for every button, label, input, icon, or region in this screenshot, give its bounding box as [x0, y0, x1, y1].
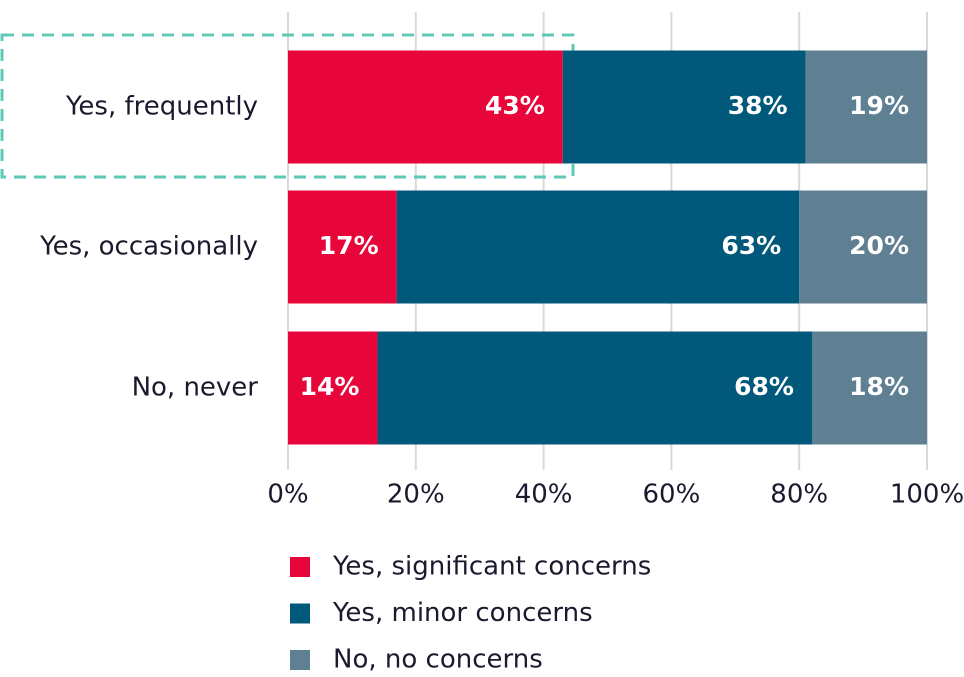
legend-swatch: [290, 557, 310, 577]
data-label: 43%: [485, 91, 545, 120]
bar-segment: [377, 331, 812, 445]
legend-label: No, no concerns: [333, 645, 543, 675]
data-label: 17%: [319, 231, 379, 260]
category-label: No, never: [132, 373, 259, 403]
data-label: 19%: [849, 91, 909, 120]
legend-label: Yes, minor concerns: [332, 598, 593, 628]
bar-segment: [288, 331, 378, 445]
bar-segment: [288, 50, 563, 164]
legend-label: Yes, significant concerns: [332, 552, 651, 582]
bar-segment: [811, 331, 927, 445]
data-label: 38%: [728, 91, 788, 120]
x-tick-label: 40%: [515, 480, 573, 510]
x-tick-label: 100%: [890, 480, 964, 510]
legend-swatch: [290, 603, 310, 624]
x-tick-label: 0%: [267, 480, 308, 510]
data-label: 68%: [734, 372, 794, 401]
data-label: 20%: [849, 231, 909, 260]
legend-swatch: [290, 650, 310, 670]
bar-segment: [396, 190, 800, 304]
x-tick-label: 20%: [387, 480, 445, 510]
bar-segment: [805, 50, 927, 164]
data-label: 14%: [300, 372, 360, 401]
x-tick-label: 60%: [643, 480, 701, 510]
bar-segment: [799, 190, 927, 304]
x-tick-label: 80%: [770, 480, 828, 510]
category-label: Yes, occasionally: [39, 232, 258, 262]
data-label: 18%: [849, 372, 909, 401]
bar-segment: [562, 50, 806, 164]
category-label: Yes, frequently: [65, 92, 258, 122]
bar-segment: [288, 190, 397, 304]
data-label: 63%: [721, 231, 781, 260]
